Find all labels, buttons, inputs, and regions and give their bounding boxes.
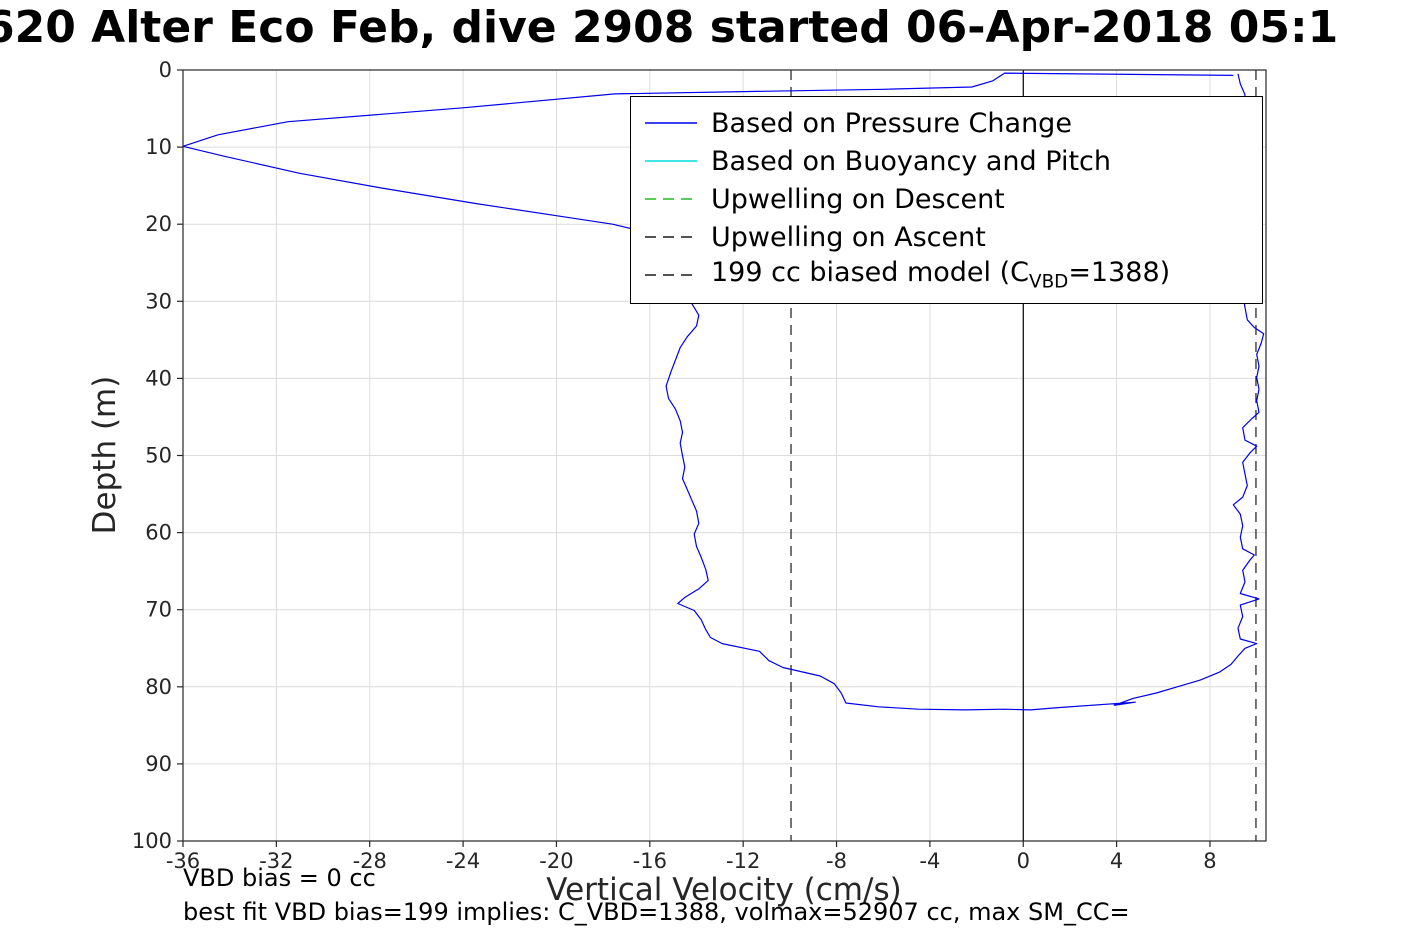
plot-title-container: 620 Alter Eco Feb, dive 2908 started 06-… (0, 0, 1417, 62)
y-tick-label: 0 (159, 58, 172, 82)
annotation-best-fit: best fit VBD bias=199 implies: C_VBD=138… (183, 898, 1130, 926)
x-tick-label: -8 (826, 849, 847, 873)
x-tick-label: -20 (539, 849, 573, 873)
legend-row-buoyancy-pitch: Based on Buoyancy and Pitch (643, 142, 1252, 180)
legend-line-sample-upwelling-ascent (645, 236, 697, 238)
legend-box: Based on Pressure Change Based on Buoyan… (630, 96, 1263, 304)
legend-line-sample-pressure-change (645, 122, 697, 124)
x-tick-label: -32 (259, 849, 293, 873)
legend-row-pressure-change: Based on Pressure Change (643, 104, 1252, 142)
y-tick-label: 40 (145, 366, 172, 390)
x-tick-label: -12 (726, 849, 760, 873)
y-tick-label: 10 (145, 135, 172, 159)
x-tick-label: -4 (919, 849, 940, 873)
plot-title: 620 Alter Eco Feb, dive 2908 started 06-… (0, 2, 1339, 53)
x-tick-label: 4 (1110, 849, 1123, 873)
legend-line-sample-buoyancy-pitch (645, 160, 697, 162)
x-axis-label: Vertical Velocity (cm/s) (546, 872, 902, 908)
legend-row-biased-model: 199 cc biased model (CVBD=1388) (643, 256, 1252, 294)
x-tick-label: -16 (633, 849, 667, 873)
y-tick-label: 20 (145, 212, 172, 236)
y-axis-label: Depth (m) (87, 375, 123, 535)
y-tick-label: 80 (145, 675, 172, 699)
x-tick-label: 0 (1017, 849, 1030, 873)
legend-label-biased-model: 199 cc biased model (CVBD=1388) (711, 257, 1171, 293)
legend-label-buoyancy-pitch: Based on Buoyancy and Pitch (711, 145, 1111, 177)
legend-label-pressure-change: Based on Pressure Change (711, 107, 1072, 139)
legend-label-upwelling-ascent: Upwelling on Ascent (711, 221, 986, 253)
legend-line-sample-biased-model (645, 274, 697, 276)
x-tick-label: -36 (166, 849, 200, 873)
legend-row-upwelling-descent: Upwelling on Descent (643, 180, 1252, 218)
y-tick-label: 90 (145, 752, 172, 776)
annotation-vbd-bias: VBD bias = 0 cc (183, 864, 376, 892)
y-tick-label: 30 (145, 289, 172, 313)
legend-label-upwelling-descent: Upwelling on Descent (711, 183, 1005, 215)
y-tick-label: 50 (145, 444, 172, 468)
x-tick-label: -28 (353, 849, 387, 873)
legend-row-upwelling-ascent: Upwelling on Ascent (643, 218, 1252, 256)
y-tick-label: 70 (145, 598, 172, 622)
y-tick-label: 100 (132, 829, 172, 853)
x-tick-label: -24 (446, 849, 480, 873)
x-tick-label: 8 (1203, 849, 1216, 873)
y-tick-label: 60 (145, 521, 172, 545)
legend-line-sample-upwelling-descent (645, 198, 697, 200)
